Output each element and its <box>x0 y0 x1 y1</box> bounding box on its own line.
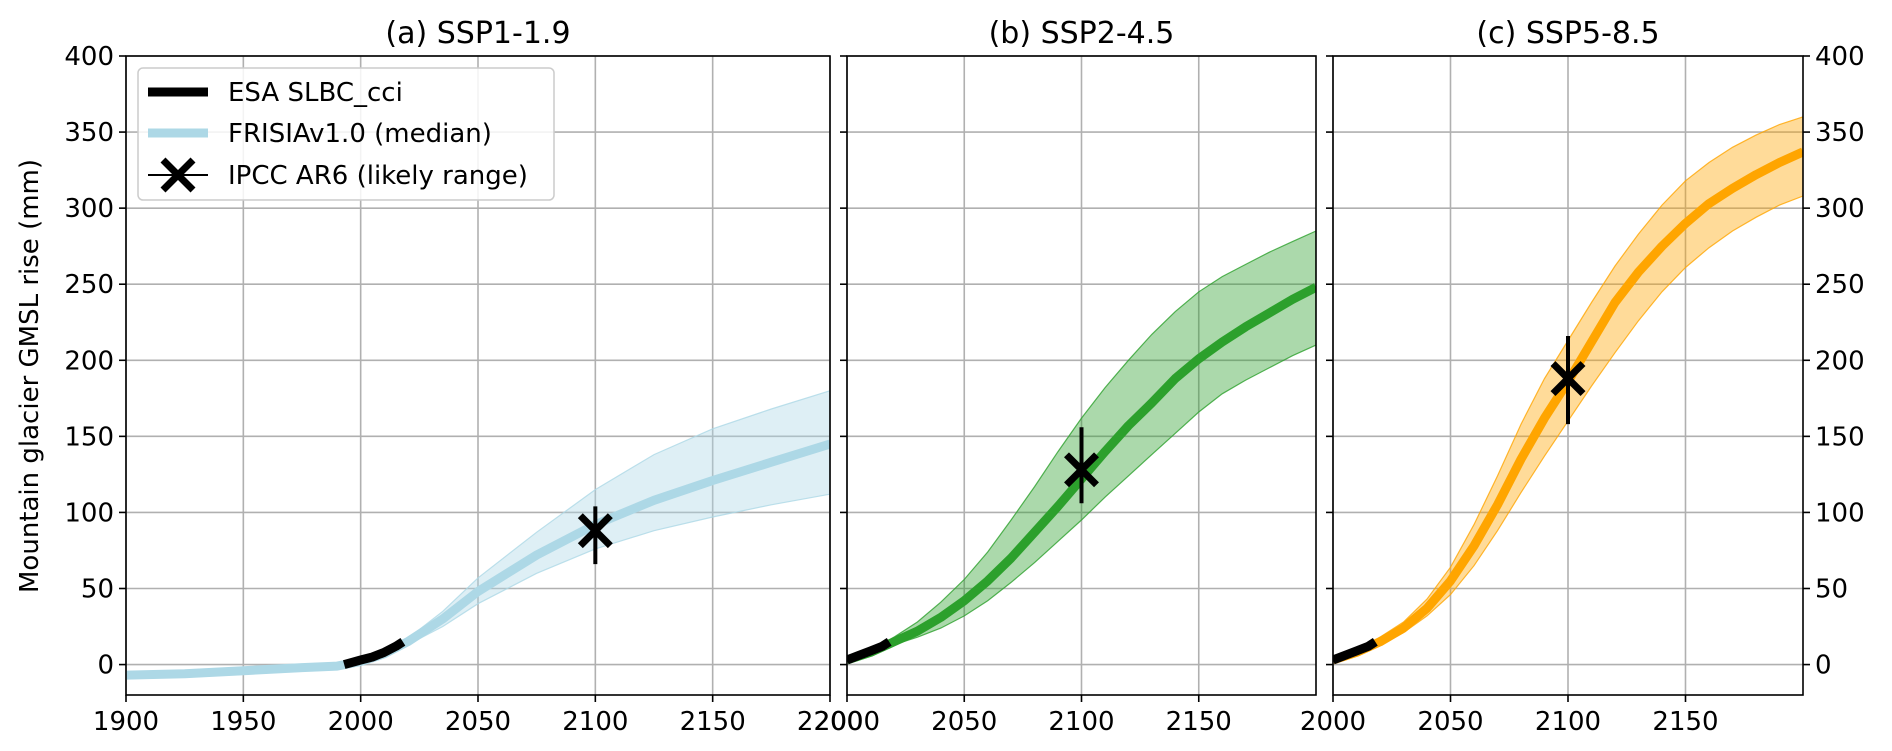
legend-label: FRISIAv1.0 (median) <box>228 119 492 149</box>
y-tick-label: 50 <box>81 575 114 605</box>
panel-1: 1900 1950 2000 2050 2100 2150 2200 0 50 100 150 200… <box>64 16 863 737</box>
observed-line <box>1333 638 1378 665</box>
panel-title: (a) SSP1-1.9 <box>385 16 570 51</box>
x-tick-label: 2100 <box>1048 707 1114 737</box>
legend-label: ESA SLBC_cci <box>228 78 403 108</box>
ipcc-marker <box>577 513 613 549</box>
y-tick-label: 100 <box>1815 498 1865 528</box>
y-tick-label: 50 <box>1815 575 1848 605</box>
panel-2: 2000 2050 2100 2150 (b) SSP2-4.5 <box>814 16 1317 737</box>
x-tick-label: 2050 <box>445 707 511 737</box>
x-tick-label: 2000 <box>814 707 880 737</box>
x-tick-label: 1900 <box>93 707 159 737</box>
y-tick-label: 0 <box>1815 651 1832 681</box>
x-tick-label: 2050 <box>931 707 997 737</box>
ipcc-marker <box>1550 361 1586 397</box>
panel-3: 2000 2050 2100 2150 0 50 100 150 200 250 300 350 400… <box>1300 16 1865 737</box>
x-tick-label: 1950 <box>210 707 276 737</box>
legend-swatch <box>160 157 196 193</box>
y-tick-label: 400 <box>64 42 114 72</box>
panel-title: (c) SSP5-8.5 <box>1476 16 1659 51</box>
x-tick-label: 2000 <box>328 707 394 737</box>
legend-label: IPCC AR6 (likely range) <box>228 161 528 191</box>
y-tick-label: 350 <box>64 118 114 148</box>
x-tick-label: 2100 <box>562 707 628 737</box>
observed-line <box>342 638 406 669</box>
y-axis-label: Mountain glacier GMSL rise (mm) <box>15 159 45 593</box>
y-tick-label: 350 <box>1815 118 1865 148</box>
y-tick-label: 200 <box>64 346 114 376</box>
y-tick-label: 300 <box>1815 194 1865 224</box>
x-tick-label: 2000 <box>1300 707 1366 737</box>
y-tick-label: 150 <box>64 422 114 452</box>
y-tick-label: 400 <box>1815 42 1865 72</box>
y-tick-label: 200 <box>1815 346 1865 376</box>
x-tick-label: 2100 <box>1535 707 1601 737</box>
y-tick-label: 250 <box>64 270 114 300</box>
y-tick-label: 250 <box>1815 270 1865 300</box>
x-tick-label: 2050 <box>1417 707 1483 737</box>
x-tick-label: 2150 <box>680 707 746 737</box>
ipcc-marker <box>1064 452 1099 488</box>
y-tick-label: 0 <box>97 651 114 681</box>
y-tick-label: 300 <box>64 194 114 224</box>
observed-line <box>847 638 892 665</box>
x-tick-label: 2150 <box>1166 707 1232 737</box>
x-tick-label: 2200 <box>797 707 863 737</box>
legend-box <box>137 67 555 201</box>
x-tick-label: 2150 <box>1652 707 1718 737</box>
y-tick-label: 150 <box>1815 422 1865 452</box>
plot-area <box>126 390 830 680</box>
y-tick-label: 100 <box>64 498 114 528</box>
legend: ESA SLBC_cci FRISIAv1.0 (median) IPCC AR6 … <box>137 67 555 201</box>
panel-title: (b) SSP2-4.5 <box>989 16 1175 51</box>
panels: 1900 1950 2000 2050 2100 2150 2200050100150200… <box>64 16 1864 737</box>
median-line <box>126 439 830 680</box>
